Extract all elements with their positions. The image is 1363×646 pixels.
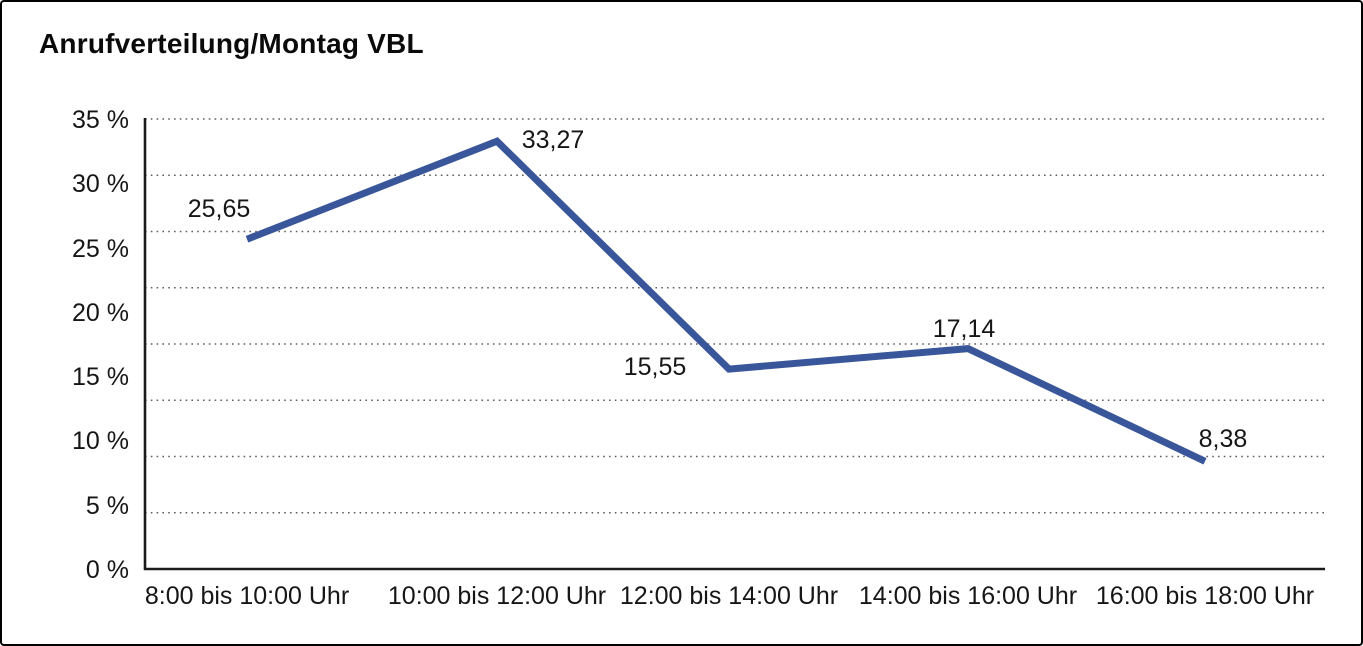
data-point-value-label: 8,38 [1198,425,1248,454]
data-point-value-label: 33,27 [521,126,585,155]
y-axis-tick-label: 5 % [85,491,129,520]
x-axis-category-label: 8:00 bis 10:00 Uhr [144,582,350,610]
y-axis-tick-label: 20 % [72,298,129,327]
y-axis-tick-label: 15 % [72,363,129,392]
x-axis-category-label: 12:00 bis 14:00 Uhr [619,582,839,610]
y-axis-tick-label: 25 % [72,234,129,263]
chart-title: Anrufverteilung/Montag VBL [39,28,424,59]
x-axis-category-label: 16:00 bis 18:00 Uhr [1095,582,1315,610]
y-axis-tick-label: 0 % [85,556,129,584]
y-axis-tick-label: 10 % [72,427,129,456]
data-point-value-label: 17,14 [932,314,996,343]
x-axis-category-label: 10:00 bis 12:00 Uhr [387,582,607,610]
data-point-value-label: 15,55 [623,353,687,382]
y-axis-tick-label: 35 % [72,106,129,134]
series-line [245,137,1207,465]
data-point-value-label: 25,65 [187,195,251,224]
x-axis-category-label: 14:00 bis 16:00 Uhr [858,582,1078,610]
y-axis-tick-label: 30 % [72,170,129,199]
